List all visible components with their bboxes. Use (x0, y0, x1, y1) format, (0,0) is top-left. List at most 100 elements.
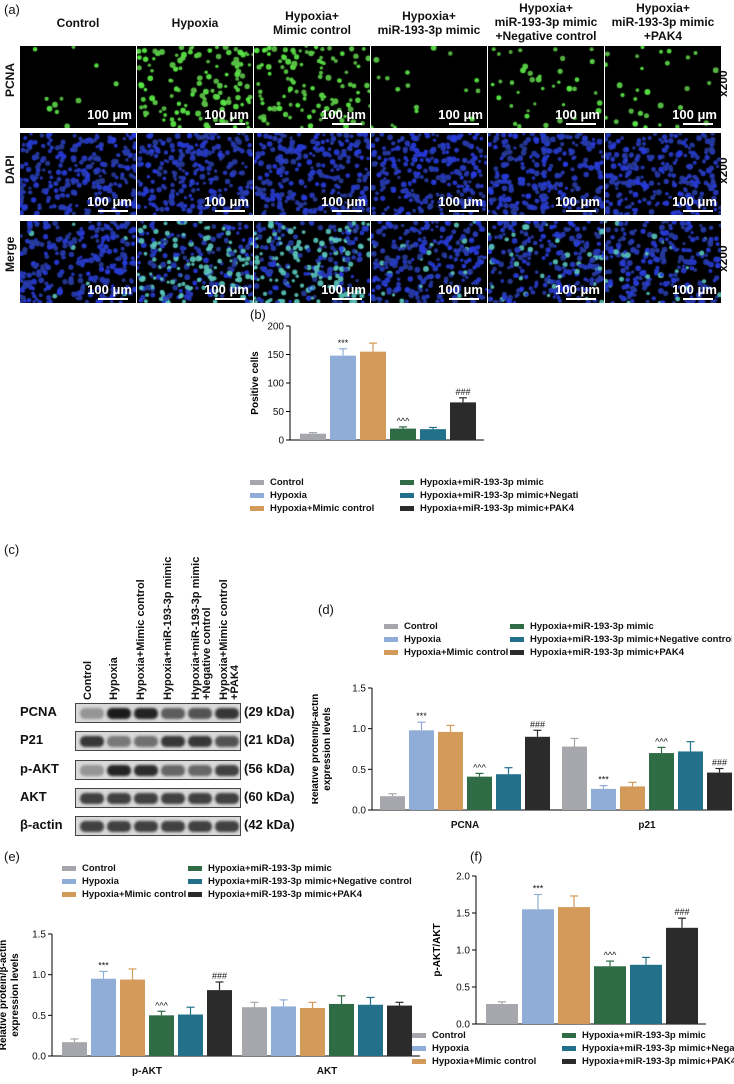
blot-band (134, 736, 158, 747)
blot-band (188, 765, 212, 776)
bar (330, 355, 356, 440)
scale-bar-label: 100 μm (438, 194, 483, 209)
scale-bar-label: 100 μm (438, 107, 483, 122)
legend-swatch (412, 1059, 426, 1064)
column-header-line: +Negative control (495, 29, 597, 43)
legend-swatch (400, 493, 414, 498)
bar (666, 927, 698, 1024)
scale-bar-label: 100 μm (555, 282, 600, 297)
panel-c-label: (c) (4, 542, 20, 557)
panel-b-label: (b) (250, 307, 266, 322)
micrograph-pcna: 100 μm (20, 46, 136, 128)
scale-bar-label: 100 μm (87, 107, 132, 122)
scale-bar (449, 123, 479, 125)
scale-bar (98, 298, 128, 300)
bar (525, 736, 550, 810)
column-header-line: miR-193-3p mimic (377, 23, 481, 37)
bar (387, 1005, 412, 1056)
micrograph-merge: 100 μm (254, 221, 370, 303)
legend-label: Hypoxia (404, 634, 442, 645)
legend-swatch (62, 892, 76, 897)
blot-band (215, 765, 239, 776)
legend-label: Hypoxia+miR-193-3p mimic+Negative contro… (420, 490, 578, 501)
bar (630, 964, 662, 1024)
scale-bar (98, 210, 128, 212)
scale-bar (449, 298, 479, 300)
bar (242, 1007, 267, 1056)
scale-bar (566, 298, 596, 300)
significance-mark: ^^^ (473, 762, 486, 772)
scale-bar (683, 123, 713, 125)
blot-kda-label: (56 kDa) (244, 761, 295, 776)
scale-bar (215, 210, 245, 212)
micrograph-merge: 100 μm (488, 221, 604, 303)
blot-band (215, 821, 239, 832)
blot-protein-label: β-actin (20, 817, 63, 832)
bar (594, 966, 626, 1024)
bar (678, 751, 703, 810)
blot-band (107, 765, 131, 776)
blot-band (134, 793, 158, 804)
significance-mark: ^^^ (604, 950, 617, 960)
legend-swatch (412, 1033, 426, 1038)
bar (707, 772, 732, 810)
blot-band (215, 708, 239, 719)
blot-band (161, 821, 185, 832)
scale-bar-label: 100 μm (87, 194, 132, 209)
legend-swatch (250, 480, 264, 485)
scale-bar (215, 298, 245, 300)
legend-label: Hypoxia+Mimic control (404, 647, 508, 658)
chart-e: 0.0 0.5 1.0 1.5 Relative protein/β-actinexpr… (0, 863, 420, 1077)
blot-protein-label: p-AKT (20, 761, 59, 776)
bar (620, 786, 645, 810)
legend-label: Hypoxia+miR-193-3p mimic+PAK4 (208, 889, 363, 900)
significance-mark: *** (598, 775, 609, 785)
significance-mark: ^^^ (155, 1000, 168, 1010)
bar (467, 776, 492, 810)
legend-label: Control (82, 863, 116, 874)
y-tick-label: 1.0 (352, 724, 366, 735)
micrograph-pcna: 100 μm (137, 46, 253, 128)
y-tick-label: 0 (278, 436, 284, 447)
blot-band (107, 821, 131, 832)
lane-label: Hypoxia+Mimic control (135, 579, 147, 700)
y-tick-label: 1.5 (32, 930, 46, 941)
scale-bar-label: 100 μm (204, 107, 249, 122)
y-axis-label: Relative protein/β-actinexpression level… (0, 940, 21, 1051)
micrograph-dapi: 100 μm (254, 133, 370, 215)
lane-label: +Negative control (201, 607, 213, 700)
column-header-line: +PAK4 (643, 29, 683, 43)
legend-label: Hypoxia+miR-193-3p mimic+Negative contro… (582, 1043, 734, 1054)
row-header: PCNA (3, 62, 17, 97)
legend-swatch (412, 1046, 426, 1051)
y-tick-label: 50 (273, 407, 285, 418)
significance-mark: ### (674, 907, 689, 917)
column-header: Hypoxia+ miR-193-3p mimic (371, 9, 487, 37)
significance-mark: ^^^ (397, 416, 410, 426)
bar (562, 746, 587, 810)
legend-swatch (250, 493, 264, 498)
micrograph-merge: 100 μm (20, 221, 136, 303)
micrograph-merge: 100 μm (605, 221, 721, 303)
legend-label: Hypoxia+miR-193-3p mimic+Negative contro… (530, 634, 732, 645)
column-header-line: Hypoxia+ (519, 1, 573, 15)
scale-bar (332, 210, 362, 212)
row-header: Merge (3, 236, 17, 272)
blot-band (107, 793, 131, 804)
blot-band (80, 793, 104, 804)
blot-strip (75, 788, 241, 808)
scale-bar (332, 123, 362, 125)
significance-mark: ^^^ (655, 736, 668, 746)
y-axis-label: Positive cells (250, 351, 261, 415)
x-category-label: p21 (638, 820, 656, 831)
blot-band (80, 765, 104, 776)
blot-band (134, 821, 158, 832)
legend-swatch (562, 1059, 576, 1064)
column-header-line: miR-193-3p mimic (494, 15, 598, 29)
blot-band (107, 736, 131, 747)
micrograph-dapi: 100 μm (20, 133, 136, 215)
y-tick-label: 1.0 (456, 946, 470, 957)
legend-swatch (384, 637, 398, 642)
y-axis-label: Relative protein/β-actinexpression level… (312, 694, 333, 805)
legend-swatch (62, 866, 76, 871)
